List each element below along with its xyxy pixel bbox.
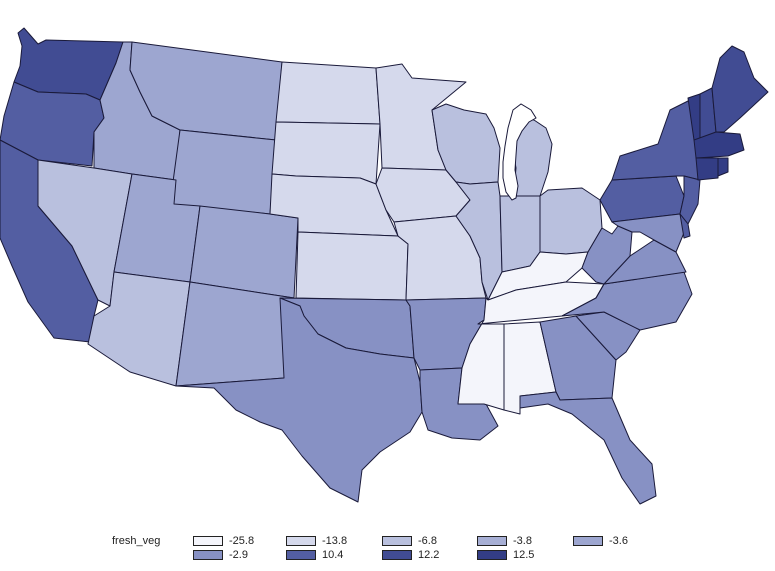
legend-swatch [193, 550, 223, 560]
state-wy [169, 129, 277, 215]
legend-swatch [286, 536, 316, 546]
legend-swatch [477, 536, 507, 546]
legend-label: -2.9 [229, 549, 248, 561]
legend-label: -13.8 [322, 535, 348, 547]
state-layer [0, 27, 769, 505]
state-ne [269, 173, 399, 237]
state-nd [275, 61, 381, 125]
legend-label: 10.4 [322, 549, 344, 561]
legend-swatch [193, 536, 223, 546]
state-sd [271, 121, 381, 185]
state-il [455, 181, 503, 301]
legend-swatch [286, 550, 316, 560]
state-de [679, 213, 691, 239]
state-me [711, 45, 769, 133]
state-ct [695, 157, 719, 181]
state-ks [295, 231, 409, 301]
state-ny [611, 97, 701, 181]
state-ri [717, 157, 729, 177]
legend-label: 12.5 [513, 549, 535, 561]
state-wi [431, 103, 501, 185]
legend-label: -25.8 [229, 535, 255, 547]
choropleth-map [0, 27, 769, 505]
legend-swatch [477, 550, 507, 560]
state-nj [679, 175, 701, 225]
legend-swatch [382, 536, 412, 546]
legend-label: 12.2 [418, 549, 440, 561]
state-tx [175, 297, 423, 503]
state-fl [519, 391, 657, 505]
legend-swatch [382, 550, 412, 560]
legend-label: -6.8 [418, 535, 437, 547]
legend-label: -3.6 [609, 535, 628, 547]
legend-title: fresh_veg [112, 535, 161, 547]
map-container [0, 27, 769, 505]
legend-swatch [573, 536, 603, 546]
state-co [189, 205, 299, 299]
state-nm [175, 281, 295, 387]
lake-layer [502, 103, 537, 201]
map-legend: fresh_veg -25.8 -13.8 -6.8 -3.8 -3.6 -2.9 10.4… [0, 528, 775, 568]
lake-michigan [502, 103, 537, 201]
legend-label: -3.8 [513, 535, 532, 547]
